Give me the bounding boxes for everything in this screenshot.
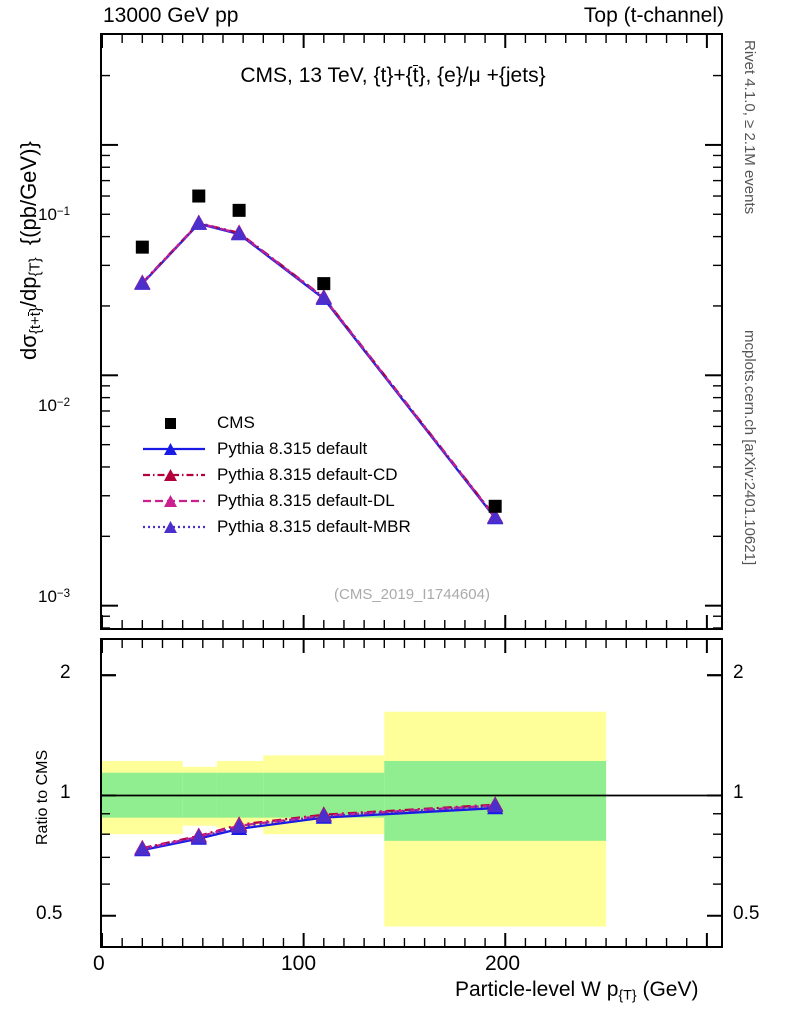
legend-item-cms[interactable]: CMS [143,410,411,436]
x-axis-title: Particle-level W p{T} (GeV) [455,978,699,1004]
legend-item-pythia-cd[interactable]: Pythia 8.315 default-CD [143,462,411,488]
ratio-y-axis-title: Ratio to CMS [34,749,51,845]
main-plot-panel [100,33,723,630]
y-axis-title: dσ{t+t}/dp{T} {(pb/GeV)} [16,141,44,360]
analysis-id-watermark: (CMS_2019_I1744604) [334,586,490,603]
legend-key-cms [143,413,205,433]
header-process-info: Top (t-channel) [583,4,724,27]
legend-item-pythia-mbr[interactable]: Pythia 8.315 default-MBR [143,514,411,540]
legend-label-pythia-default: Pythia 8.315 default [217,439,368,458]
x-tick-label-100: 100 [281,952,317,975]
x-tick-label-200: 200 [485,952,521,975]
legend-item-pythia-dl[interactable]: Pythia 8.315 default-DL [143,488,411,514]
legend-key-pythia-default [143,439,205,459]
legend-label-pythia-cd: Pythia 8.315 default-CD [217,465,398,484]
ratio-tick-label-2-left: 2 [60,662,71,683]
ratio-tick-label-1-right: 1 [733,782,744,803]
legend-key-pythia-dl [143,491,205,511]
main-plot-canvas [102,35,721,628]
ratio-tick-label-1-left: 1 [60,782,71,803]
rivet-version-note: Rivet 4.1.0, ≥ 2.1M events [741,40,758,215]
ratio-plot-panel [100,638,723,948]
y-tick-label-1e-1: 10−1 [38,205,71,224]
legend-item-pythia-default[interactable]: Pythia 8.315 default [143,436,411,462]
ratio-plot-canvas [102,640,721,946]
legend-key-pythia-mbr [143,517,205,537]
ratio-tick-label-0.5-right: 0.5 [733,903,760,924]
x-tick-label-0: 0 [93,952,105,975]
plot-title: CMS, 13 TeV, {t}+{t}, {e}/μ +{jets} [240,64,546,87]
y-tick-label-1e-2: 10−2 [38,396,71,415]
ratio-tick-label-2-right: 2 [733,662,744,683]
y-tick-label-1e-3: 10−3 [38,587,71,606]
legend-label-pythia-mbr: Pythia 8.315 default-MBR [217,517,411,536]
legend: CMS Pythia 8.315 default Pythia 8.315 de… [143,410,411,540]
legend-label-cms: CMS [217,413,255,432]
header-beam-info: 13000 GeV pp [103,4,239,27]
ratio-tick-label-0.5-left: 0.5 [36,903,63,924]
mcplots-source-note: mcplots.cern.ch [arXiv:2401.10621] [741,330,758,566]
legend-label-pythia-dl: Pythia 8.315 default-DL [217,491,395,510]
legend-key-pythia-cd [143,465,205,485]
